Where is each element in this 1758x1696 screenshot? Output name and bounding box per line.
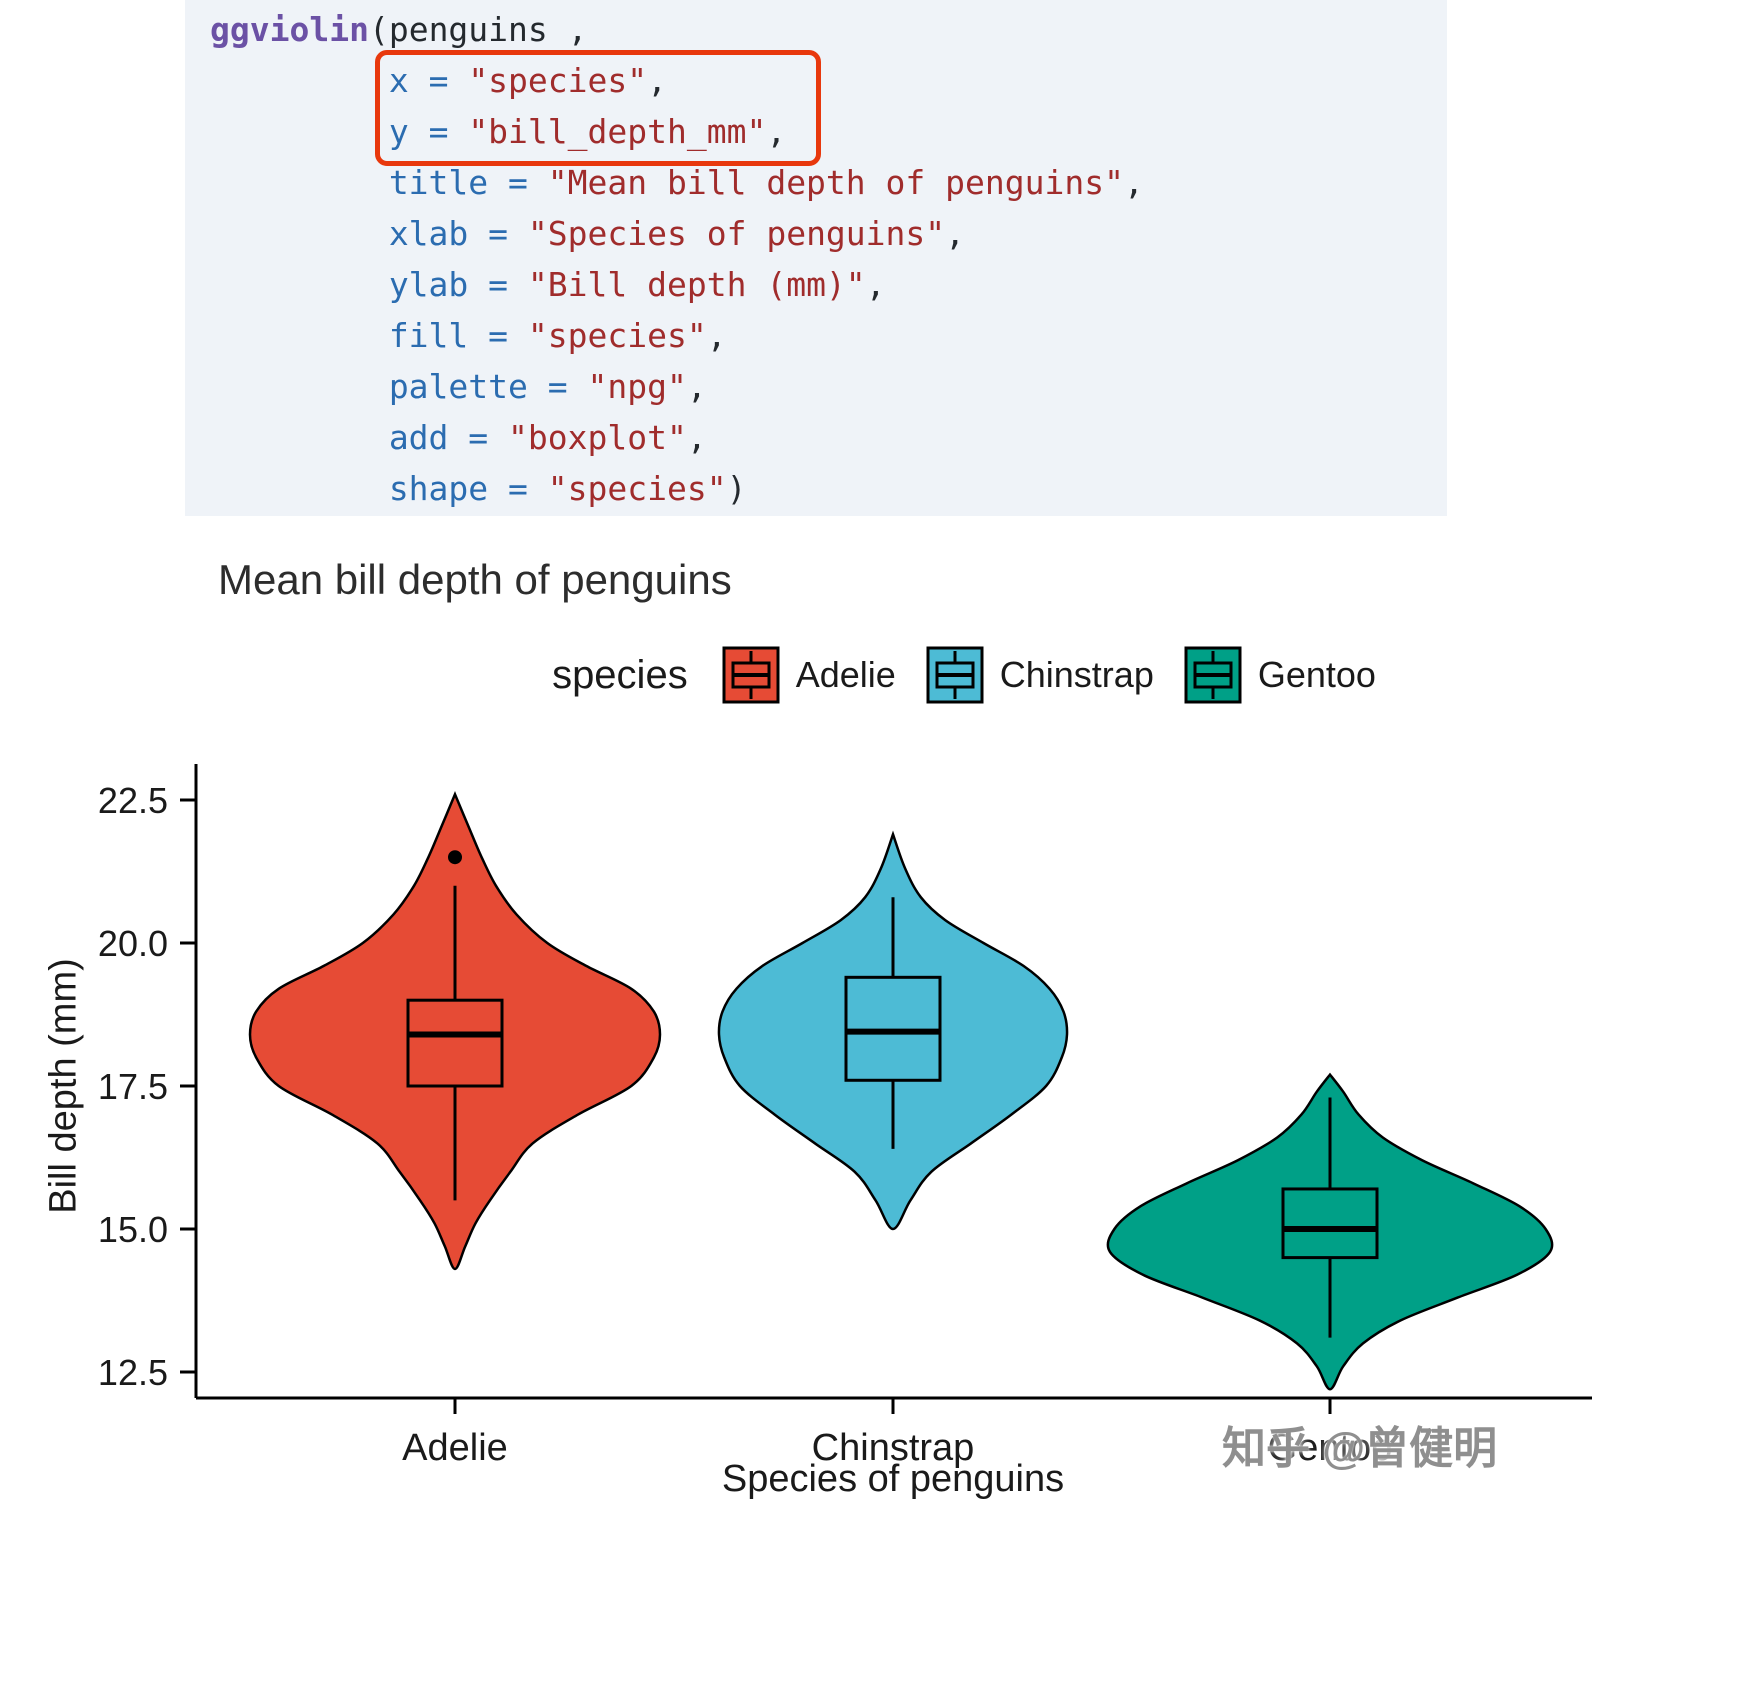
legend-item-adelie: Adelie: [722, 646, 896, 704]
watermark: 知乎 @曾健明: [1222, 1424, 1498, 1473]
x-tick-label: Chinstrap: [812, 1427, 975, 1469]
code-lines: ggviolin(penguins , x = "species", y = "…: [210, 4, 1447, 514]
y-tick-label: 17.5: [98, 1066, 168, 1107]
y-tick-label: 15.0: [98, 1209, 168, 1250]
outlier-point: [448, 850, 462, 865]
y-tick-label: 12.5: [98, 1352, 168, 1393]
code-line: shape = "species"): [388, 469, 747, 508]
code-line: title = "Mean bill depth of penguins",: [388, 163, 1144, 202]
code-line: x = "species",: [388, 61, 667, 100]
y-tick-label: 22.5: [98, 780, 168, 821]
legend-title: species: [552, 652, 688, 697]
box-gentoo: [1281, 1187, 1379, 1260]
legend-item-chinstrap: Chinstrap: [926, 646, 1154, 704]
legend-label: Chinstrap: [999, 654, 1154, 695]
violin-plot-svg: 22.5 20.0 17.5 15.0 12.5 Adelie Chinstrap Gento…: [98, 764, 1592, 1469]
code-line: add = "boxplot",: [388, 418, 707, 457]
legend-item-gentoo: Gentoo: [1184, 646, 1376, 704]
legend-label: Adelie: [795, 654, 896, 695]
boxplot-key-icon: [926, 646, 984, 704]
code-line: y = "bill_depth_mm",: [388, 112, 787, 151]
box-adelie: [406, 998, 504, 1088]
x-tick-label: Gentoo: [1268, 1427, 1393, 1469]
boxplot-key-icon: [1184, 646, 1242, 704]
legend-label: Gentoo: [1257, 654, 1376, 695]
code-line: xlab = "Species of penguins",: [388, 214, 966, 253]
code-line: fill = "species",: [388, 316, 727, 355]
code-line: palette = "npg",: [388, 367, 707, 406]
code-block: ggviolin(penguins , x = "species", y = "…: [185, 0, 1447, 516]
chart-title: Mean bill depth of penguins: [218, 556, 732, 603]
boxplot-key-icon: [722, 646, 780, 704]
y-tick-label: 20.0: [98, 923, 168, 964]
code-line: ylab = "Bill depth (mm)",: [388, 265, 886, 304]
code-line: ggviolin(penguins ,: [210, 10, 588, 49]
y-axis-title: Bill depth (mm): [42, 958, 85, 1214]
x-tick-label: Adelie: [402, 1427, 508, 1469]
legend: species Adelie Chinstrap Gentoo: [85, 646, 1758, 704]
x-axis-title: Species of penguins: [721, 1458, 1065, 1500]
